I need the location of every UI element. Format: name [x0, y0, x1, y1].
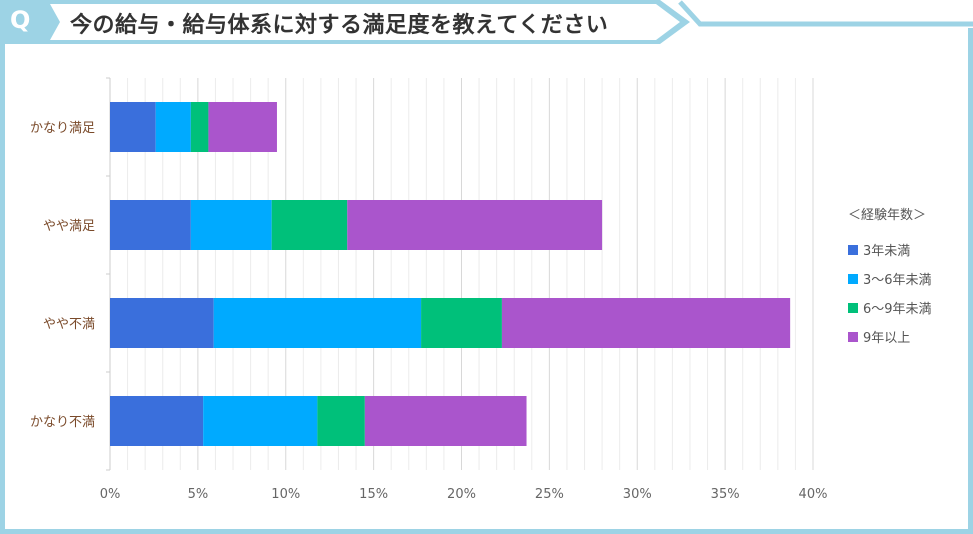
category-label: やや不満 — [43, 317, 95, 332]
legend-item: 9年以上 — [848, 322, 932, 351]
legend: ＜経験年数＞ 3年未満 3〜6年未満 6〜9年未満 9年以上 — [848, 204, 932, 351]
bar-segment — [208, 102, 277, 152]
legend-label: 3〜6年未満 — [863, 273, 932, 288]
x-tick-label: 15% — [359, 487, 388, 502]
bar-segment — [317, 396, 365, 446]
bar-segment — [110, 200, 191, 250]
bar-segment — [347, 200, 603, 250]
bar-segment — [364, 396, 527, 446]
bar-segment — [110, 396, 204, 446]
legend-swatch — [848, 331, 858, 342]
x-tick-label: 30% — [623, 487, 652, 502]
page-title: 今の給与・給与体系に対する満足度を教えてください — [70, 13, 609, 38]
x-tick-label: 25% — [535, 487, 564, 502]
bar-segment — [213, 298, 422, 348]
x-tick-label: 0% — [100, 487, 121, 502]
x-tick-label: 40% — [799, 487, 828, 502]
legend-title: ＜経験年数＞ — [848, 208, 927, 223]
legend-swatch — [848, 244, 858, 255]
bar-segment — [110, 102, 156, 152]
x-tick-label: 35% — [711, 487, 740, 502]
legend-item: 3年未満 — [848, 235, 932, 264]
legend-swatch — [848, 302, 858, 313]
bar-segment — [271, 200, 348, 250]
question-banner — [0, 0, 973, 44]
category-label: やや満足 — [43, 219, 95, 234]
legend-swatch — [848, 273, 858, 284]
q-badge: Q — [10, 6, 31, 34]
bar-segment — [203, 396, 318, 446]
legend-label: 6〜9年未満 — [863, 302, 932, 317]
legend-label: 9年以上 — [863, 331, 911, 346]
category-label: かなり不満 — [30, 415, 95, 430]
x-tick-label: 5% — [188, 487, 209, 502]
x-tick-label: 10% — [271, 487, 300, 502]
legend-label: 3年未満 — [863, 244, 911, 259]
category-label: かなり満足 — [30, 121, 95, 136]
bar-segment — [190, 102, 209, 152]
bar-segment — [155, 102, 191, 152]
x-tick-label: 20% — [447, 487, 476, 502]
bar-segment — [110, 298, 214, 348]
bar-segment — [501, 298, 791, 348]
bar-segment — [421, 298, 502, 348]
bar-segment — [190, 200, 272, 250]
legend-item: 3〜6年未満 — [848, 264, 932, 293]
legend-item: 6〜9年未満 — [848, 293, 932, 322]
chart-frame — [0, 28, 973, 534]
